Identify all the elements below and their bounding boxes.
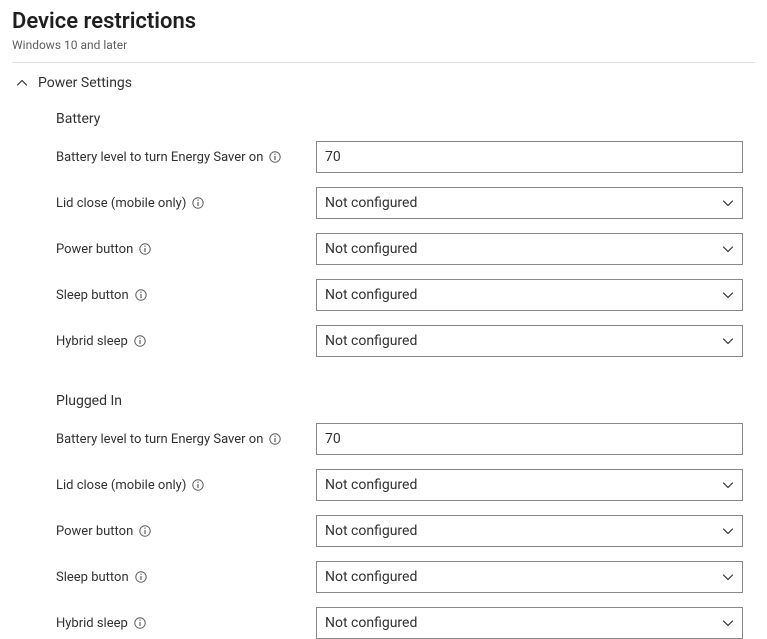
chevron-down-icon xyxy=(722,243,734,255)
section-toggle-power-settings[interactable]: Power Settings xyxy=(12,63,755,99)
row-label-wrap: Power button xyxy=(56,242,316,257)
info-icon[interactable] xyxy=(135,571,147,583)
label-battery-sleep-button: Sleep button xyxy=(56,288,129,303)
chevron-down-icon xyxy=(722,197,734,209)
control-plugged-sleep-button: Not configured xyxy=(316,561,743,593)
info-icon[interactable] xyxy=(139,243,151,255)
select-value: Not configured xyxy=(325,195,417,211)
label-plugged-energy-saver: Battery level to turn Energy Saver on xyxy=(56,432,263,447)
info-icon[interactable] xyxy=(269,151,281,163)
chevron-down-icon xyxy=(722,479,734,491)
row-plugged-energy-saver: Battery level to turn Energy Saver on xyxy=(56,423,743,455)
control-battery-sleep-button: Not configured xyxy=(316,279,743,311)
label-plugged-hybrid-sleep: Hybrid sleep xyxy=(56,616,128,631)
row-label-wrap: Hybrid sleep xyxy=(56,616,316,631)
select-plugged-sleep-button[interactable]: Not configured xyxy=(316,561,743,593)
label-battery-hybrid-sleep: Hybrid sleep xyxy=(56,334,128,349)
select-value: Not configured xyxy=(325,523,417,539)
label-plugged-lid-close: Lid close (mobile only) xyxy=(56,478,186,493)
row-label-wrap: Power button xyxy=(56,524,316,539)
input-battery-energy-saver[interactable] xyxy=(316,141,743,173)
row-label-wrap: Lid close (mobile only) xyxy=(56,478,316,493)
row-plugged-power-button: Power button Not configured xyxy=(56,515,743,547)
control-plugged-hybrid-sleep: Not configured xyxy=(316,607,743,639)
row-battery-energy-saver: Battery level to turn Energy Saver on xyxy=(56,141,743,173)
control-battery-lid-close: Not configured xyxy=(316,187,743,219)
control-plugged-power-button: Not configured xyxy=(316,515,743,547)
control-battery-energy-saver xyxy=(316,141,743,173)
label-battery-energy-saver: Battery level to turn Energy Saver on xyxy=(56,150,263,165)
select-value: Not configured xyxy=(325,333,417,349)
label-plugged-power-button: Power button xyxy=(56,524,133,539)
control-plugged-lid-close: Not configured xyxy=(316,469,743,501)
info-icon[interactable] xyxy=(192,197,204,209)
row-battery-hybrid-sleep: Hybrid sleep Not configured xyxy=(56,325,743,357)
select-battery-hybrid-sleep[interactable]: Not configured xyxy=(316,325,743,357)
row-battery-power-button: Power button Not configured xyxy=(56,233,743,265)
row-label-wrap: Lid close (mobile only) xyxy=(56,196,316,211)
row-battery-sleep-button: Sleep button Not configured xyxy=(56,279,743,311)
row-plugged-lid-close: Lid close (mobile only) Not configured xyxy=(56,469,743,501)
select-value: Not configured xyxy=(325,241,417,257)
group-title-battery: Battery xyxy=(56,111,743,127)
input-plugged-energy-saver[interactable] xyxy=(316,423,743,455)
row-plugged-hybrid-sleep: Hybrid sleep Not configured xyxy=(56,607,743,639)
info-icon[interactable] xyxy=(139,525,151,537)
page-subtitle: Windows 10 and later xyxy=(12,38,755,52)
select-value: Not configured xyxy=(325,477,417,493)
select-plugged-power-button[interactable]: Not configured xyxy=(316,515,743,547)
row-label-wrap: Sleep button xyxy=(56,288,316,303)
group-plugged-in: Plugged In Battery level to turn Energy … xyxy=(12,393,755,639)
select-battery-power-button[interactable]: Not configured xyxy=(316,233,743,265)
row-plugged-sleep-button: Sleep button Not configured xyxy=(56,561,743,593)
row-label-wrap: Hybrid sleep xyxy=(56,334,316,349)
select-plugged-hybrid-sleep[interactable]: Not configured xyxy=(316,607,743,639)
chevron-down-icon xyxy=(722,289,734,301)
section-label: Power Settings xyxy=(38,75,132,91)
control-battery-power-button: Not configured xyxy=(316,233,743,265)
select-value: Not configured xyxy=(325,615,417,631)
row-label-wrap: Sleep button xyxy=(56,570,316,585)
label-plugged-sleep-button: Sleep button xyxy=(56,570,129,585)
info-icon[interactable] xyxy=(135,289,147,301)
select-battery-sleep-button[interactable]: Not configured xyxy=(316,279,743,311)
group-battery: Battery Battery level to turn Energy Sav… xyxy=(12,111,755,357)
select-value: Not configured xyxy=(325,287,417,303)
info-icon[interactable] xyxy=(134,335,146,347)
label-battery-power-button: Power button xyxy=(56,242,133,257)
chevron-down-icon xyxy=(722,571,734,583)
label-battery-lid-close: Lid close (mobile only) xyxy=(56,196,186,211)
row-label-wrap: Battery level to turn Energy Saver on xyxy=(56,432,316,447)
chevron-down-icon xyxy=(722,617,734,629)
control-battery-hybrid-sleep: Not configured xyxy=(316,325,743,357)
control-plugged-energy-saver xyxy=(316,423,743,455)
info-icon[interactable] xyxy=(269,433,281,445)
chevron-down-icon xyxy=(722,335,734,347)
row-label-wrap: Battery level to turn Energy Saver on xyxy=(56,150,316,165)
row-battery-lid-close: Lid close (mobile only) Not configured xyxy=(56,187,743,219)
group-title-plugged-in: Plugged In xyxy=(56,393,743,409)
select-value: Not configured xyxy=(325,569,417,585)
select-battery-lid-close[interactable]: Not configured xyxy=(316,187,743,219)
device-restrictions-page: Device restrictions Windows 10 and later… xyxy=(0,0,767,607)
select-plugged-lid-close[interactable]: Not configured xyxy=(316,469,743,501)
chevron-up-icon xyxy=(16,77,28,89)
info-icon[interactable] xyxy=(134,617,146,629)
page-title: Device restrictions xyxy=(12,8,755,36)
info-icon[interactable] xyxy=(192,479,204,491)
chevron-down-icon xyxy=(722,525,734,537)
